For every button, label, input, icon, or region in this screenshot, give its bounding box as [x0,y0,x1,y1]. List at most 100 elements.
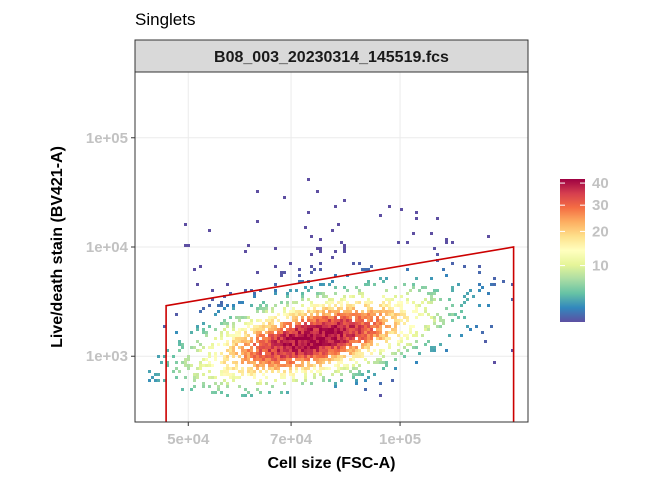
density-cell [433,292,436,295]
density-cell [268,367,271,370]
density-cell [232,340,235,343]
density-cell [394,358,397,361]
density-cell [262,364,265,367]
density-cell [262,346,265,349]
density-cell [283,196,286,199]
density-cell [337,340,340,343]
density-cell [343,337,346,340]
density-cell [223,370,226,373]
density-cell [385,289,388,292]
density-cell [367,298,370,301]
density-cell [298,352,301,355]
density-cell [331,319,334,322]
density-cell [382,322,385,325]
density-cell [367,280,370,283]
density-cell [376,343,379,346]
density-cell [163,379,166,382]
density-cell [253,331,256,334]
density-cell [322,337,325,340]
density-cell [289,310,292,313]
density-cell [280,340,283,343]
density-cell [301,331,304,334]
density-cell [271,358,274,361]
density-cell [289,322,292,325]
density-cell [448,334,451,337]
density-cell [229,292,232,295]
density-cell [238,331,241,334]
density-cell [322,295,325,298]
density-cell [289,331,292,334]
density-cell [406,292,409,295]
density-cell [268,337,271,340]
density-cell [259,370,262,373]
density-cell [283,313,286,316]
density-cell [196,325,199,328]
density-cell [397,301,400,304]
density-cell [280,337,283,340]
density-cell [340,346,343,349]
density-cell [445,238,448,241]
density-cell [322,343,325,346]
density-cell [379,361,382,364]
density-cell [325,349,328,352]
density-cell [166,364,169,367]
density-cell [286,391,289,394]
density-cell [334,328,337,331]
density-cell [259,382,262,385]
density-cell [400,352,403,355]
density-cell [364,379,367,382]
density-cell [310,316,313,319]
density-cell [313,364,316,367]
density-cell [415,304,418,307]
density-cell [430,295,433,298]
density-cell [295,322,298,325]
density-cell [292,310,295,313]
density-cell [448,313,451,316]
density-cell [481,286,484,289]
density-cell [223,307,226,310]
density-cell [202,385,205,388]
density-cell [346,310,349,313]
density-cell [304,343,307,346]
density-cell [292,319,295,322]
density-cell [331,280,334,283]
density-cell [232,346,235,349]
density-cell [403,346,406,349]
density-cell [349,310,352,313]
density-cell [289,325,292,328]
density-cell [430,298,433,301]
density-cell [265,370,268,373]
density-cell [262,355,265,358]
density-cell [256,220,259,223]
density-cell [322,319,325,322]
density-cell [352,373,355,376]
density-cell [250,328,253,331]
density-cell [406,343,409,346]
density-cell [241,361,244,364]
density-cell [379,319,382,322]
y-axis: 1e+03 1e+04 1e+05 [86,130,135,365]
density-cell [340,325,343,328]
density-cell [334,370,337,373]
density-cell [271,328,274,331]
density-cell [352,322,355,325]
density-cell [214,376,217,379]
density-cell [427,328,430,331]
density-cell [415,217,418,220]
density-cell [445,274,448,277]
density-cell [268,328,271,331]
density-cell [448,298,451,301]
density-cell [370,310,373,313]
density-cell [223,373,226,376]
density-cell [253,292,256,295]
density-cell [250,373,253,376]
density-cell [340,367,343,370]
density-cell [313,337,316,340]
density-cell [256,190,259,193]
density-cell [385,310,388,313]
density-cell [208,370,211,373]
density-cell [262,343,265,346]
density-cell [343,346,346,349]
density-cell [370,307,373,310]
density-cell [457,283,460,286]
